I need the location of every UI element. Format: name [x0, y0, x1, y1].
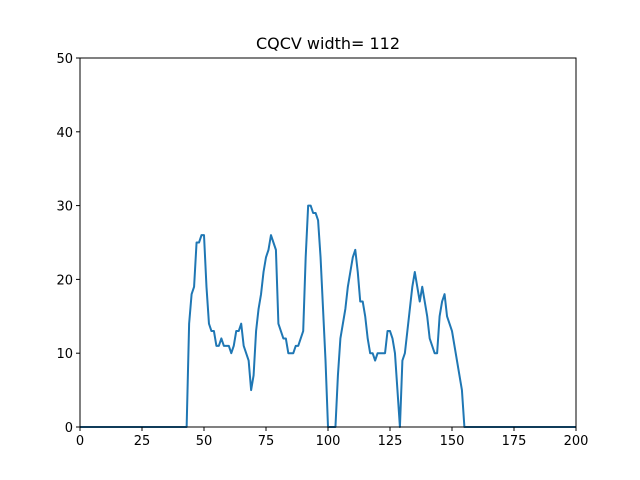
chart-title: CQCV width= 112 — [256, 34, 400, 53]
x-tick-label: 150 — [440, 434, 465, 449]
axes-frame — [79, 57, 577, 428]
series-line — [80, 204, 576, 428]
y-tick-label: 0 — [65, 421, 73, 436]
plot-area — [80, 204, 576, 428]
x-tick-label: 200 — [564, 434, 589, 449]
axis-ticks: 0 25 50 75 100 125 150 175 200 0 10 20 30 40 50 — [56, 52, 588, 449]
x-tick-label: 75 — [258, 434, 275, 449]
x-tick-label: 100 — [316, 434, 341, 449]
y-tick-label: 30 — [56, 200, 73, 215]
x-tick-label: 0 — [76, 434, 84, 449]
x-tick-label: 25 — [134, 434, 151, 449]
y-tick-label: 50 — [56, 52, 73, 67]
y-tick-label: 10 — [56, 347, 73, 362]
y-tick-label: 20 — [56, 273, 73, 288]
y-tick-label: 40 — [56, 126, 73, 141]
x-tick-label: 50 — [196, 434, 213, 449]
x-tick-label: 125 — [378, 434, 403, 449]
x-tick-label: 175 — [502, 434, 527, 449]
